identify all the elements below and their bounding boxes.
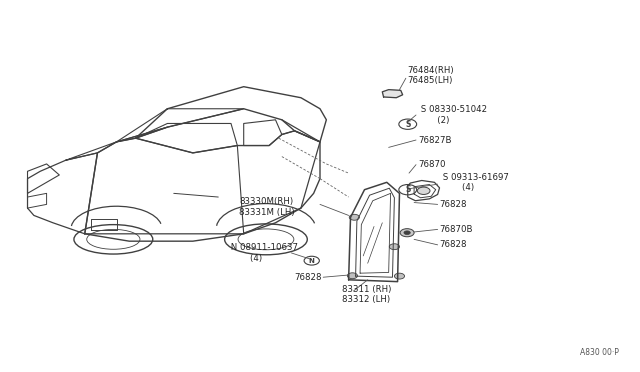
- Text: S: S: [405, 120, 410, 129]
- Text: 76827B: 76827B: [418, 135, 451, 144]
- Text: N 08911-10637
        (4): N 08911-10637 (4): [228, 243, 298, 263]
- Text: 76828: 76828: [440, 240, 467, 249]
- Circle shape: [389, 244, 399, 250]
- Text: N: N: [308, 258, 315, 264]
- Polygon shape: [382, 90, 403, 98]
- Text: 76828: 76828: [294, 273, 322, 282]
- Circle shape: [348, 273, 358, 279]
- Text: S 09313-61697
        (4): S 09313-61697 (4): [440, 173, 508, 192]
- Circle shape: [400, 229, 414, 237]
- Text: 83311 (RH)
83312 (LH): 83311 (RH) 83312 (LH): [342, 285, 391, 304]
- Text: 76870: 76870: [418, 160, 445, 169]
- Text: S: S: [405, 185, 410, 194]
- Text: 76828: 76828: [440, 200, 467, 209]
- Text: 83330M(RH)
83331M (LH): 83330M(RH) 83331M (LH): [239, 197, 295, 217]
- Circle shape: [417, 187, 430, 195]
- Text: S 08330-51042
       (2): S 08330-51042 (2): [418, 105, 487, 125]
- Text: 76870B: 76870B: [440, 225, 473, 234]
- Circle shape: [349, 214, 360, 220]
- Text: A830 00·P: A830 00·P: [580, 348, 619, 357]
- Text: 76484(RH)
76485(LH): 76484(RH) 76485(LH): [408, 66, 454, 85]
- Circle shape: [394, 273, 404, 279]
- Circle shape: [404, 231, 410, 235]
